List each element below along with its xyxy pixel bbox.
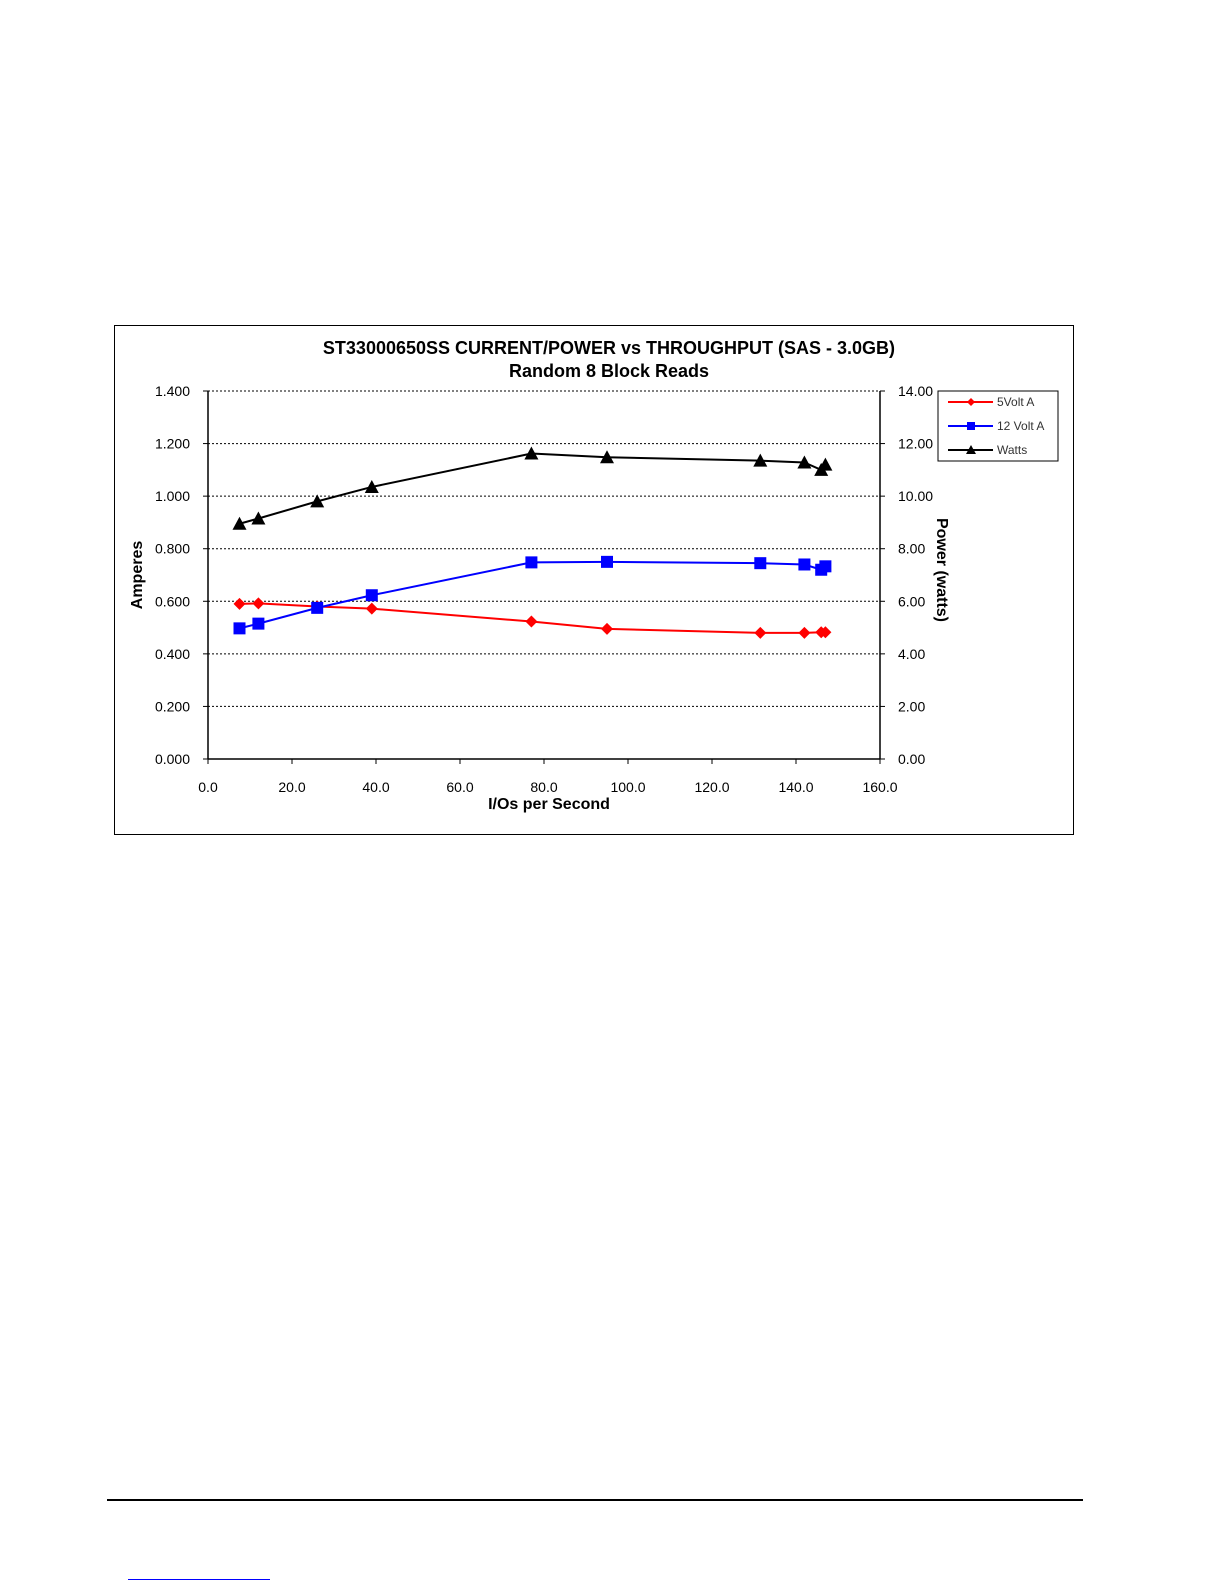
- data-point-12-volt-a: [525, 556, 538, 569]
- data-point-watts: [310, 494, 325, 508]
- data-point-watts: [797, 455, 812, 469]
- data-point-watts: [600, 450, 614, 464]
- data-point-12-volt-a: [233, 622, 246, 635]
- data-point-5volt-a: [365, 602, 378, 615]
- x-tick-label: 80.0: [530, 779, 557, 795]
- legend-label-12-volt-a: 12 Volt A: [997, 419, 1044, 433]
- data-point-watts: [753, 453, 768, 467]
- data-point-12-volt-a: [365, 589, 378, 602]
- y2-tick-label: 14.00: [898, 383, 933, 399]
- y-axis-title: Amperes: [129, 541, 146, 610]
- data-point-5volt-a: [819, 626, 832, 639]
- data-point-12-volt-a: [601, 555, 613, 568]
- series-line-watts: [239, 452, 827, 525]
- x-tick-label: 120.0: [694, 779, 729, 795]
- chart-frame: ST33000650SS CURRENT/POWER vs THROUGHPUT…: [114, 325, 1074, 835]
- data-point-watts: [818, 457, 833, 471]
- y2-tick-label: 8.00: [898, 541, 925, 557]
- x-axis-title: I/Os per Second: [488, 796, 610, 813]
- series-line-12-volt-a: [239, 560, 827, 630]
- data-point-12-volt-a: [252, 617, 265, 630]
- legend-marker-watts: [966, 445, 976, 454]
- data-point-5volt-a: [754, 626, 767, 639]
- legend-marker-12-volt-a: [967, 422, 975, 430]
- y2-tick-label: 6.00: [898, 593, 925, 609]
- series-line-5volt-a: [239, 602, 826, 634]
- legend-label-5volt-a: 5Volt A: [997, 395, 1034, 409]
- x-tick-label: 0.0: [198, 779, 218, 795]
- data-point-5volt-a: [601, 622, 613, 635]
- y2-axis-title: Power (watts): [933, 518, 950, 622]
- chart-title: ST33000650SS CURRENT/POWER vs THROUGHPUT…: [323, 338, 895, 358]
- legend-marker-5volt-a: [967, 398, 975, 406]
- y-tick-label: 0.400: [155, 646, 190, 662]
- x-tick-label: 160.0: [862, 779, 897, 795]
- data-point-5volt-a: [525, 615, 538, 628]
- data-point-watts: [524, 446, 539, 460]
- legend-label-watts: Watts: [997, 443, 1027, 457]
- x-tick-label: 60.0: [446, 779, 473, 795]
- data-point-12-volt-a: [311, 601, 324, 614]
- x-tick-label: 100.0: [610, 779, 645, 795]
- x-tick-label: 140.0: [778, 779, 813, 795]
- data-point-watts: [364, 479, 379, 493]
- data-point-5volt-a: [798, 626, 811, 639]
- data-point-watts: [232, 516, 247, 530]
- y-tick-label: 1.000: [155, 488, 190, 504]
- y-tick-label: 0.000: [155, 751, 190, 767]
- y-tick-label: 0.200: [155, 698, 190, 714]
- y2-tick-label: 2.00: [898, 698, 925, 714]
- chart-subtitle: Random 8 Block Reads: [509, 361, 709, 381]
- y-tick-label: 0.600: [155, 593, 190, 609]
- chart-svg: ST33000650SS CURRENT/POWER vs THROUGHPUT…: [129, 338, 1059, 813]
- footer-link-underline: [128, 1579, 270, 1580]
- data-point-5volt-a: [233, 597, 246, 610]
- y2-tick-label: 10.00: [898, 488, 933, 504]
- y-tick-label: 1.400: [155, 383, 190, 399]
- y2-tick-label: 4.00: [898, 646, 925, 662]
- footer-rule: [107, 1499, 1083, 1501]
- y2-tick-label: 12.00: [898, 436, 933, 452]
- y2-tick-label: 0.00: [898, 751, 925, 767]
- x-tick-label: 40.0: [362, 779, 389, 795]
- x-tick-label: 20.0: [278, 779, 305, 795]
- data-point-watts: [251, 511, 266, 525]
- data-point-5volt-a: [252, 597, 265, 610]
- y-tick-label: 1.200: [155, 436, 190, 452]
- data-point-12-volt-a: [798, 558, 811, 571]
- data-point-12-volt-a: [754, 557, 767, 570]
- data-point-12-volt-a: [819, 560, 832, 573]
- y-tick-label: 0.800: [155, 541, 190, 557]
